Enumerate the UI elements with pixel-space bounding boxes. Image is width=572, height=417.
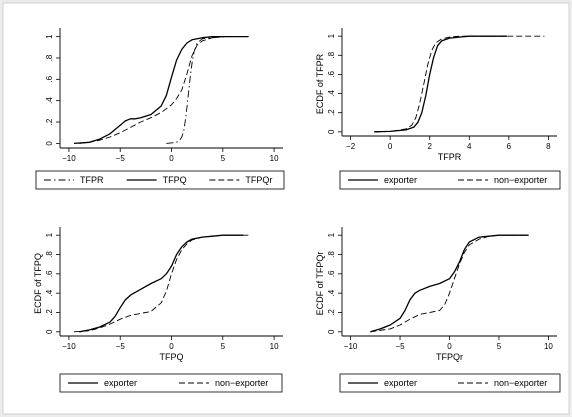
x-tick-label: 10 xyxy=(270,154,279,163)
y-tick-label: .6 xyxy=(327,270,336,277)
y-tick-label: .6 xyxy=(327,71,336,78)
x-tick-label: 0 xyxy=(169,342,174,351)
x-tick-label: 8 xyxy=(546,142,551,151)
legend: exporter non−exporter xyxy=(339,170,561,190)
x-tick-label: 0 xyxy=(447,342,452,351)
x-tick-label: 0 xyxy=(169,154,174,163)
y-tick-label: 1 xyxy=(45,34,54,39)
legend-box xyxy=(339,170,561,190)
x-tick-label: −10 xyxy=(62,154,76,163)
legend-label: exporter xyxy=(384,175,417,185)
y-tick-label: .4 xyxy=(45,97,54,104)
x-tick-label: −10 xyxy=(344,342,358,351)
y-tick-label: .8 xyxy=(45,251,54,258)
ecdf-panel-2: −2 0 2 4 6 8 0 .2 .4 .6 .8 1 TFPR ECDF of TFPR exporte… xyxy=(315,28,561,190)
legend-box xyxy=(35,170,285,190)
series-line-tfpr xyxy=(166,36,252,144)
x-tick-label: −5 xyxy=(116,154,126,163)
legend: TFPR TFPQ TFPQr xyxy=(35,170,285,190)
y-tick-label: 0 xyxy=(45,329,54,334)
y-axis-title: ECDF of TFPQ xyxy=(33,253,43,314)
series-line-tfpq xyxy=(73,35,249,145)
x-axis-title: TFPQ xyxy=(160,352,184,362)
ecdf-panel-3: −10 −5 0 5 10 0 .2 .4 .6 .8 1 TFPQ ECDF of TFPQ expor… xyxy=(33,227,283,393)
x-tick-label: −5 xyxy=(116,342,126,351)
y-tick-label: .8 xyxy=(327,251,336,258)
y-tick-label: .8 xyxy=(327,51,336,58)
y-tick-label: .2 xyxy=(327,109,336,116)
series-line-non-exporter xyxy=(73,234,249,333)
y-tick-label: .2 xyxy=(45,118,54,125)
y-tick-label: 1 xyxy=(327,232,336,237)
x-tick-label: −2 xyxy=(346,142,356,151)
y-axis-title: ECDF of TFPQr xyxy=(315,252,325,316)
legend-label: TFPQr xyxy=(245,175,272,185)
legend-label: exporter xyxy=(384,378,417,388)
series-line-non-exporter xyxy=(370,234,529,333)
series-line-exporter xyxy=(374,35,507,133)
y-tick-label: .2 xyxy=(45,309,54,316)
y-tick-label: .4 xyxy=(327,289,336,296)
series-line-tfpqr xyxy=(79,36,249,144)
x-tick-label: 4 xyxy=(467,142,472,151)
ecdf-panel-4: −10 −5 0 5 10 0 .2 .4 .6 .8 1 TFPQr ECDF of TFPQr exp… xyxy=(315,227,561,393)
legend-box xyxy=(59,373,283,393)
x-tick-label: 10 xyxy=(544,342,553,351)
y-tick-label: .6 xyxy=(45,270,54,277)
legend-label: non−exporter xyxy=(215,378,268,388)
legend-label: TFPQ xyxy=(163,175,187,185)
ecdf-panel-1: −10 −5 0 5 10 0 .2 .4 .6 .8 1 TFPR TFPQ TFPQr xyxy=(35,28,285,190)
legend-label: TFPR xyxy=(80,175,104,185)
x-tick-label: −5 xyxy=(395,342,405,351)
y-tick-label: 1 xyxy=(45,232,54,237)
x-tick-label: 6 xyxy=(507,142,512,151)
legend-box xyxy=(339,373,561,393)
legend: exporter non−exporter xyxy=(339,373,561,393)
y-tick-label: .4 xyxy=(327,90,336,97)
x-axis-title: TFPQr xyxy=(436,352,463,362)
y-tick-label: 1 xyxy=(327,33,336,38)
x-tick-label: 10 xyxy=(270,342,279,351)
y-tick-label: .6 xyxy=(45,75,54,82)
legend-label: non−exporter xyxy=(494,378,547,388)
x-tick-label: 0 xyxy=(388,142,393,151)
y-tick-label: .2 xyxy=(327,309,336,316)
y-tick-label: 0 xyxy=(327,329,336,334)
y-tick-label: .4 xyxy=(45,289,54,296)
x-tick-label: 2 xyxy=(427,142,432,151)
series-line-exporter xyxy=(370,234,529,333)
y-tick-label: 0 xyxy=(45,141,54,146)
x-axis-title: TFPR xyxy=(438,152,462,162)
y-tick-label: 0 xyxy=(327,129,336,134)
legend-label: non−exporter xyxy=(494,175,547,185)
legend: exporter non−exporter xyxy=(59,373,283,393)
series-line-non-exporter xyxy=(374,35,545,133)
x-tick-label: 5 xyxy=(221,342,226,351)
legend-label: exporter xyxy=(104,378,137,388)
x-tick-label: 5 xyxy=(221,154,226,163)
y-axis-title: ECDF of TFPR xyxy=(315,53,325,114)
x-tick-label: 5 xyxy=(497,342,502,351)
x-tick-label: −10 xyxy=(62,342,76,351)
y-tick-label: .8 xyxy=(45,54,54,61)
